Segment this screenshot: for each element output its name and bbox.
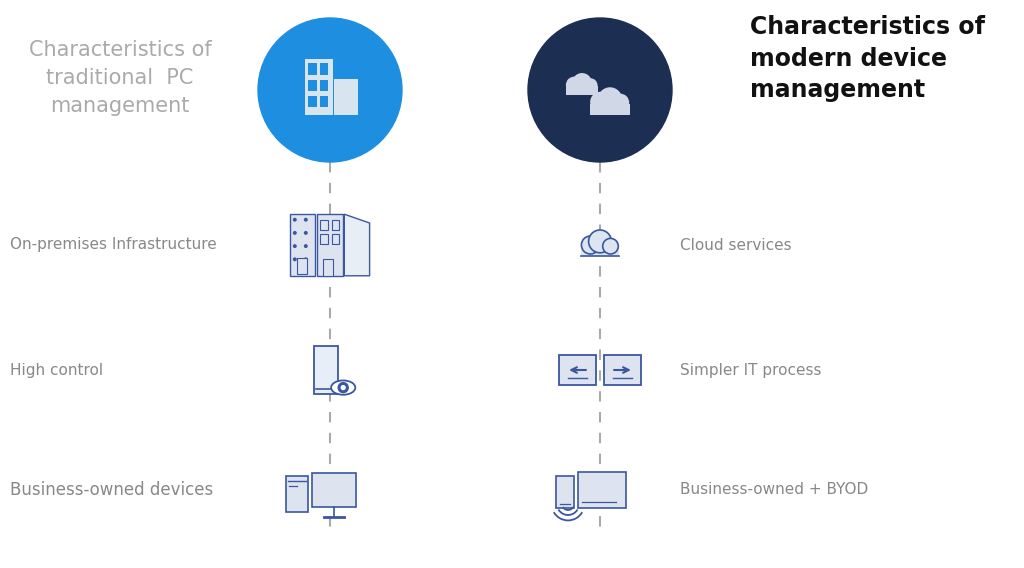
Text: Cloud services: Cloud services — [680, 237, 792, 253]
Bar — [590, 103, 630, 115]
Bar — [297, 258, 307, 274]
Bar — [308, 80, 316, 91]
Circle shape — [572, 73, 592, 93]
Bar — [312, 473, 356, 507]
Bar — [319, 64, 329, 74]
Bar — [313, 346, 338, 394]
Text: Characteristics of
traditional  PC
management: Characteristics of traditional PC manage… — [29, 40, 211, 116]
Circle shape — [304, 244, 308, 248]
Circle shape — [582, 236, 599, 254]
Bar — [321, 234, 328, 244]
Circle shape — [611, 94, 629, 111]
Circle shape — [590, 92, 610, 112]
Circle shape — [589, 230, 611, 253]
Bar — [291, 214, 314, 276]
Bar — [556, 476, 574, 508]
Bar — [305, 59, 333, 115]
Bar — [316, 214, 343, 276]
Bar — [319, 80, 329, 91]
Circle shape — [341, 385, 346, 390]
Circle shape — [598, 87, 623, 111]
Circle shape — [583, 78, 598, 93]
Circle shape — [304, 231, 308, 235]
Text: Business-owned devices: Business-owned devices — [10, 481, 213, 499]
Text: On-premises Infrastructure: On-premises Infrastructure — [10, 237, 217, 253]
Bar — [286, 476, 308, 512]
Circle shape — [304, 218, 308, 222]
Bar — [566, 86, 598, 95]
Circle shape — [304, 257, 308, 261]
Circle shape — [338, 382, 349, 393]
Bar — [332, 220, 339, 229]
Circle shape — [566, 77, 583, 93]
Bar — [604, 355, 641, 385]
Bar — [321, 220, 328, 229]
Bar — [559, 355, 596, 385]
Ellipse shape — [331, 381, 355, 395]
Circle shape — [293, 231, 297, 235]
Circle shape — [528, 18, 672, 162]
Circle shape — [603, 239, 618, 254]
Bar — [319, 96, 329, 107]
Bar — [334, 79, 358, 115]
Text: Business-owned + BYOD: Business-owned + BYOD — [680, 482, 868, 498]
Bar — [582, 248, 618, 256]
Text: Characteristics of
modern device
management: Characteristics of modern device managem… — [750, 15, 985, 102]
Circle shape — [293, 257, 297, 261]
Circle shape — [293, 244, 297, 248]
Polygon shape — [344, 214, 370, 276]
Text: Simpler IT process: Simpler IT process — [680, 362, 821, 378]
Circle shape — [258, 18, 402, 162]
Text: High control: High control — [10, 362, 103, 378]
Bar — [308, 64, 316, 74]
Bar — [308, 96, 316, 107]
Bar — [332, 234, 339, 244]
Bar — [323, 260, 333, 276]
Bar — [578, 472, 626, 508]
Circle shape — [293, 218, 297, 222]
